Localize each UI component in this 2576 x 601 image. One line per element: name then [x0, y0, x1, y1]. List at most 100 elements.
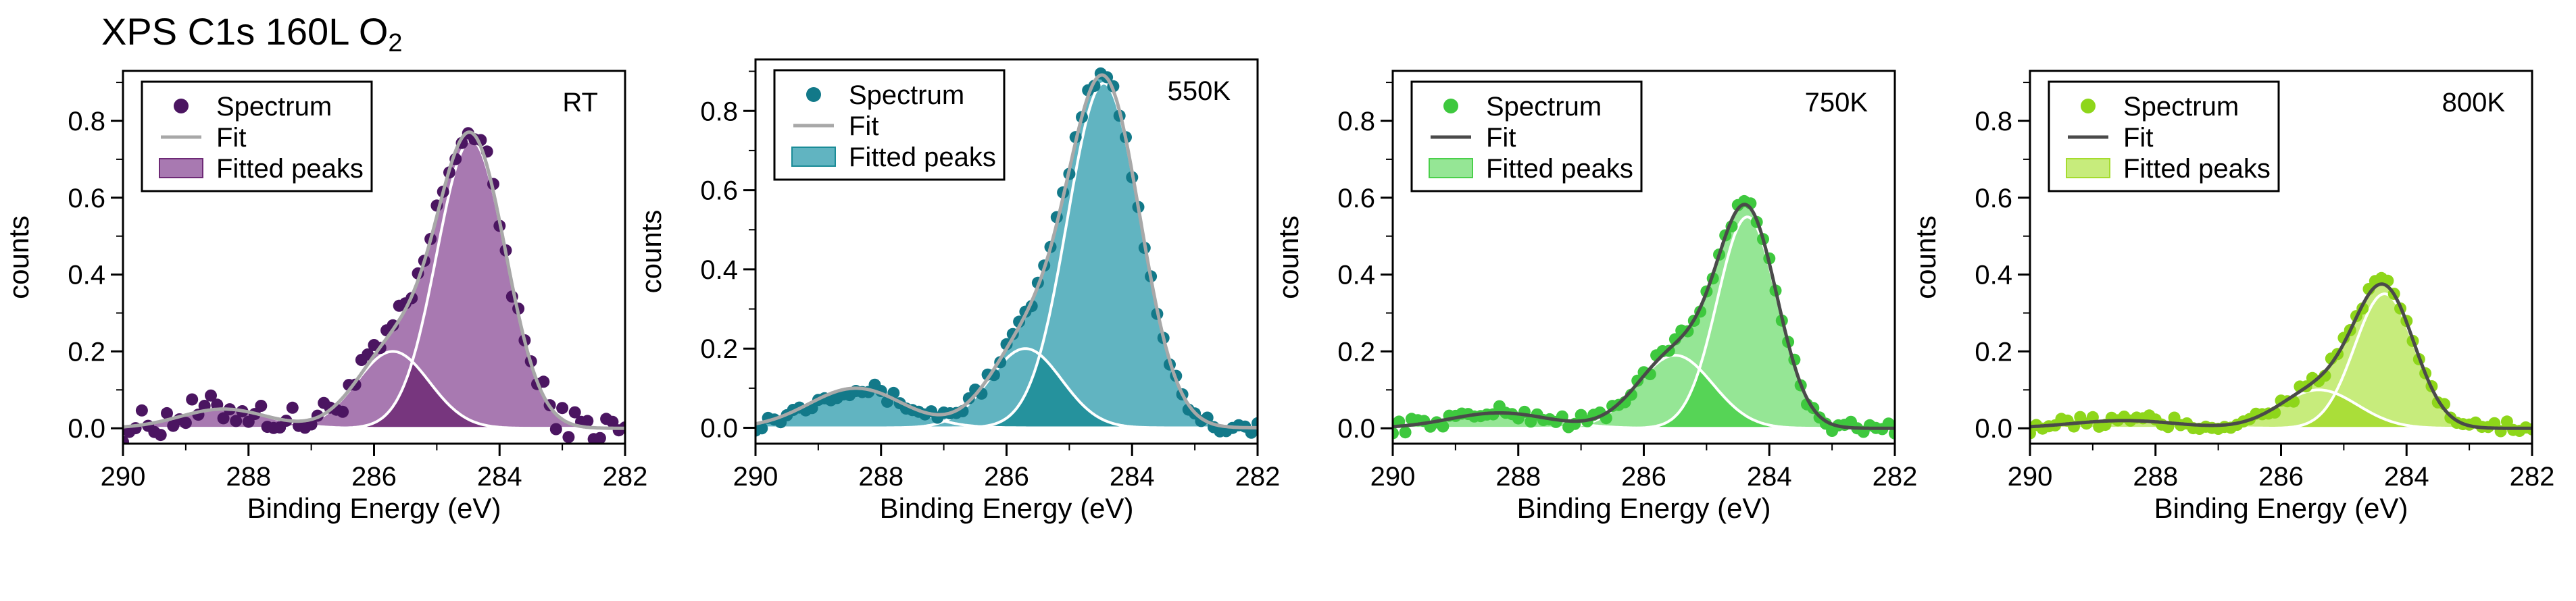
fit-line	[2030, 282, 2532, 430]
spectrum-point	[1889, 427, 1895, 440]
y-tick-label: 0.2	[1337, 337, 1375, 367]
y-axis-label: counts	[1910, 215, 1941, 299]
y-tick-label: 0.4	[68, 261, 105, 290]
spectrum-point	[123, 436, 129, 444]
x-tick-label: 290	[2008, 462, 2053, 492]
spectrum-point	[1437, 420, 1450, 433]
legend-entry: Fitted peaks	[1486, 154, 1633, 184]
y-tick-label: 0.6	[700, 176, 738, 206]
panel-title: RT	[562, 88, 598, 117]
fit-line	[123, 130, 625, 430]
x-tick-label: 288	[226, 462, 271, 492]
spectrum-point	[568, 406, 581, 419]
x-axis-label: Binding Energy (eV)	[1517, 492, 1771, 524]
x-tick-label: 286	[351, 462, 397, 492]
y-tick-label: 0.6	[1337, 184, 1375, 213]
x-tick-label: 290	[733, 462, 778, 492]
spectrum-point	[179, 417, 192, 429]
y-tick-label: 0.2	[68, 337, 105, 367]
x-tick-label: 282	[603, 462, 648, 492]
fitted-peaks-envelope	[123, 132, 625, 429]
panel-title: 550K	[1168, 76, 1231, 106]
chart-panel-2: 290 288 286 284 282 0.0 0.2 0.4 0.6 0.8 Binding En…	[635, 58, 1281, 524]
fitted-peaks-envelope	[756, 75, 1258, 428]
chart-panel-1: 290 288 286 284 282 0.0 0.2 0.4 0.6 0.8 Binding En…	[3, 70, 648, 524]
legend-entry: Fit	[216, 123, 246, 153]
legend-marker-spectrum	[1443, 99, 1458, 113]
spectrum-point	[230, 415, 243, 427]
legend-marker-fitted-peaks	[159, 158, 203, 178]
x-tick-label: 288	[2133, 462, 2178, 492]
legend-entry: Spectrum	[216, 92, 332, 122]
legend-entry: Spectrum	[849, 80, 964, 110]
panel-title: 750K	[1805, 88, 1868, 117]
spectrum-point	[1245, 426, 1258, 439]
legend-entry: Fit	[2123, 123, 2153, 153]
y-tick-label: 0.4	[1975, 261, 2012, 290]
x-tick-label: 288	[858, 462, 903, 492]
figure-title-main: XPS C1s 160L O	[101, 10, 389, 53]
x-tick-label: 286	[984, 462, 1029, 492]
y-tick-label: 0.0	[1975, 414, 2012, 444]
plot-area	[1393, 194, 1895, 440]
spectrum-point	[2500, 415, 2513, 428]
y-tick-label: 0.8	[1337, 107, 1375, 136]
legend-marker-fitted-peaks	[2066, 158, 2110, 178]
x-tick-label: 286	[2258, 462, 2304, 492]
spectrum-point	[562, 431, 575, 444]
spectrum-point	[606, 415, 619, 428]
y-tick-label: 0.2	[1975, 337, 2012, 367]
legend-entry: Fitted peaks	[216, 154, 364, 184]
x-tick-label: 282	[1873, 462, 1918, 492]
fit-line	[1393, 203, 1895, 430]
y-tick-label: 0.8	[700, 97, 738, 126]
plot-area	[123, 127, 625, 444]
spectrum-point	[205, 389, 217, 402]
spectrum-point	[1393, 427, 1399, 440]
plot-area	[756, 67, 1258, 439]
y-tick-label: 0.0	[68, 414, 105, 444]
spectrum-point	[1399, 426, 1412, 439]
fitted-peaks-envelope	[2030, 284, 2532, 429]
y-tick-label: 0.0	[1337, 414, 1375, 444]
x-axis-label: Binding Energy (eV)	[2154, 492, 2408, 524]
y-tick-label: 0.4	[700, 255, 738, 285]
spectrum-point	[161, 407, 173, 419]
x-tick-label: 290	[1370, 462, 1416, 492]
spectrum-point	[286, 401, 299, 414]
fit-line	[756, 73, 1258, 429]
spectrum-point	[217, 412, 230, 425]
y-axis-label: counts	[1272, 215, 1304, 299]
x-tick-label: 284	[2384, 462, 2429, 492]
x-tick-label: 288	[1495, 462, 1541, 492]
x-tick-label: 282	[1235, 462, 1281, 492]
y-tick-label: 0.0	[700, 414, 738, 444]
legend-entry: Fitted peaks	[849, 142, 996, 172]
x-axis-label: Binding Energy (eV)	[880, 492, 1134, 524]
spectrum-point	[549, 423, 562, 436]
figure-title-subscript: 2	[388, 29, 403, 57]
spectrum-point	[556, 402, 569, 415]
legend-marker-spectrum	[174, 99, 189, 113]
y-tick-label: 0.8	[1975, 107, 2012, 136]
x-tick-label: 284	[1747, 462, 1792, 492]
y-tick-label: 0.4	[1337, 261, 1375, 290]
x-tick-label: 284	[477, 462, 522, 492]
figure-title: XPS C1s 160L O2	[101, 9, 403, 58]
legend-marker-spectrum	[806, 87, 821, 102]
spectrum-point	[581, 415, 594, 427]
x-tick-label: 284	[1110, 462, 1155, 492]
legend-entry: Spectrum	[1486, 92, 1602, 122]
y-tick-label: 0.6	[68, 184, 105, 213]
legend-marker-fitted-peaks	[791, 147, 836, 167]
chart-panel-3: 290 288 286 284 282 0.0 0.2 0.4 0.6 0.8 Binding En…	[1272, 70, 1918, 524]
spectrum-point	[962, 392, 975, 404]
x-tick-label: 286	[1621, 462, 1666, 492]
y-tick-label: 0.8	[68, 107, 105, 136]
x-axis-label: Binding Energy (eV)	[247, 492, 501, 524]
y-tick-label: 0.6	[1975, 184, 2012, 213]
